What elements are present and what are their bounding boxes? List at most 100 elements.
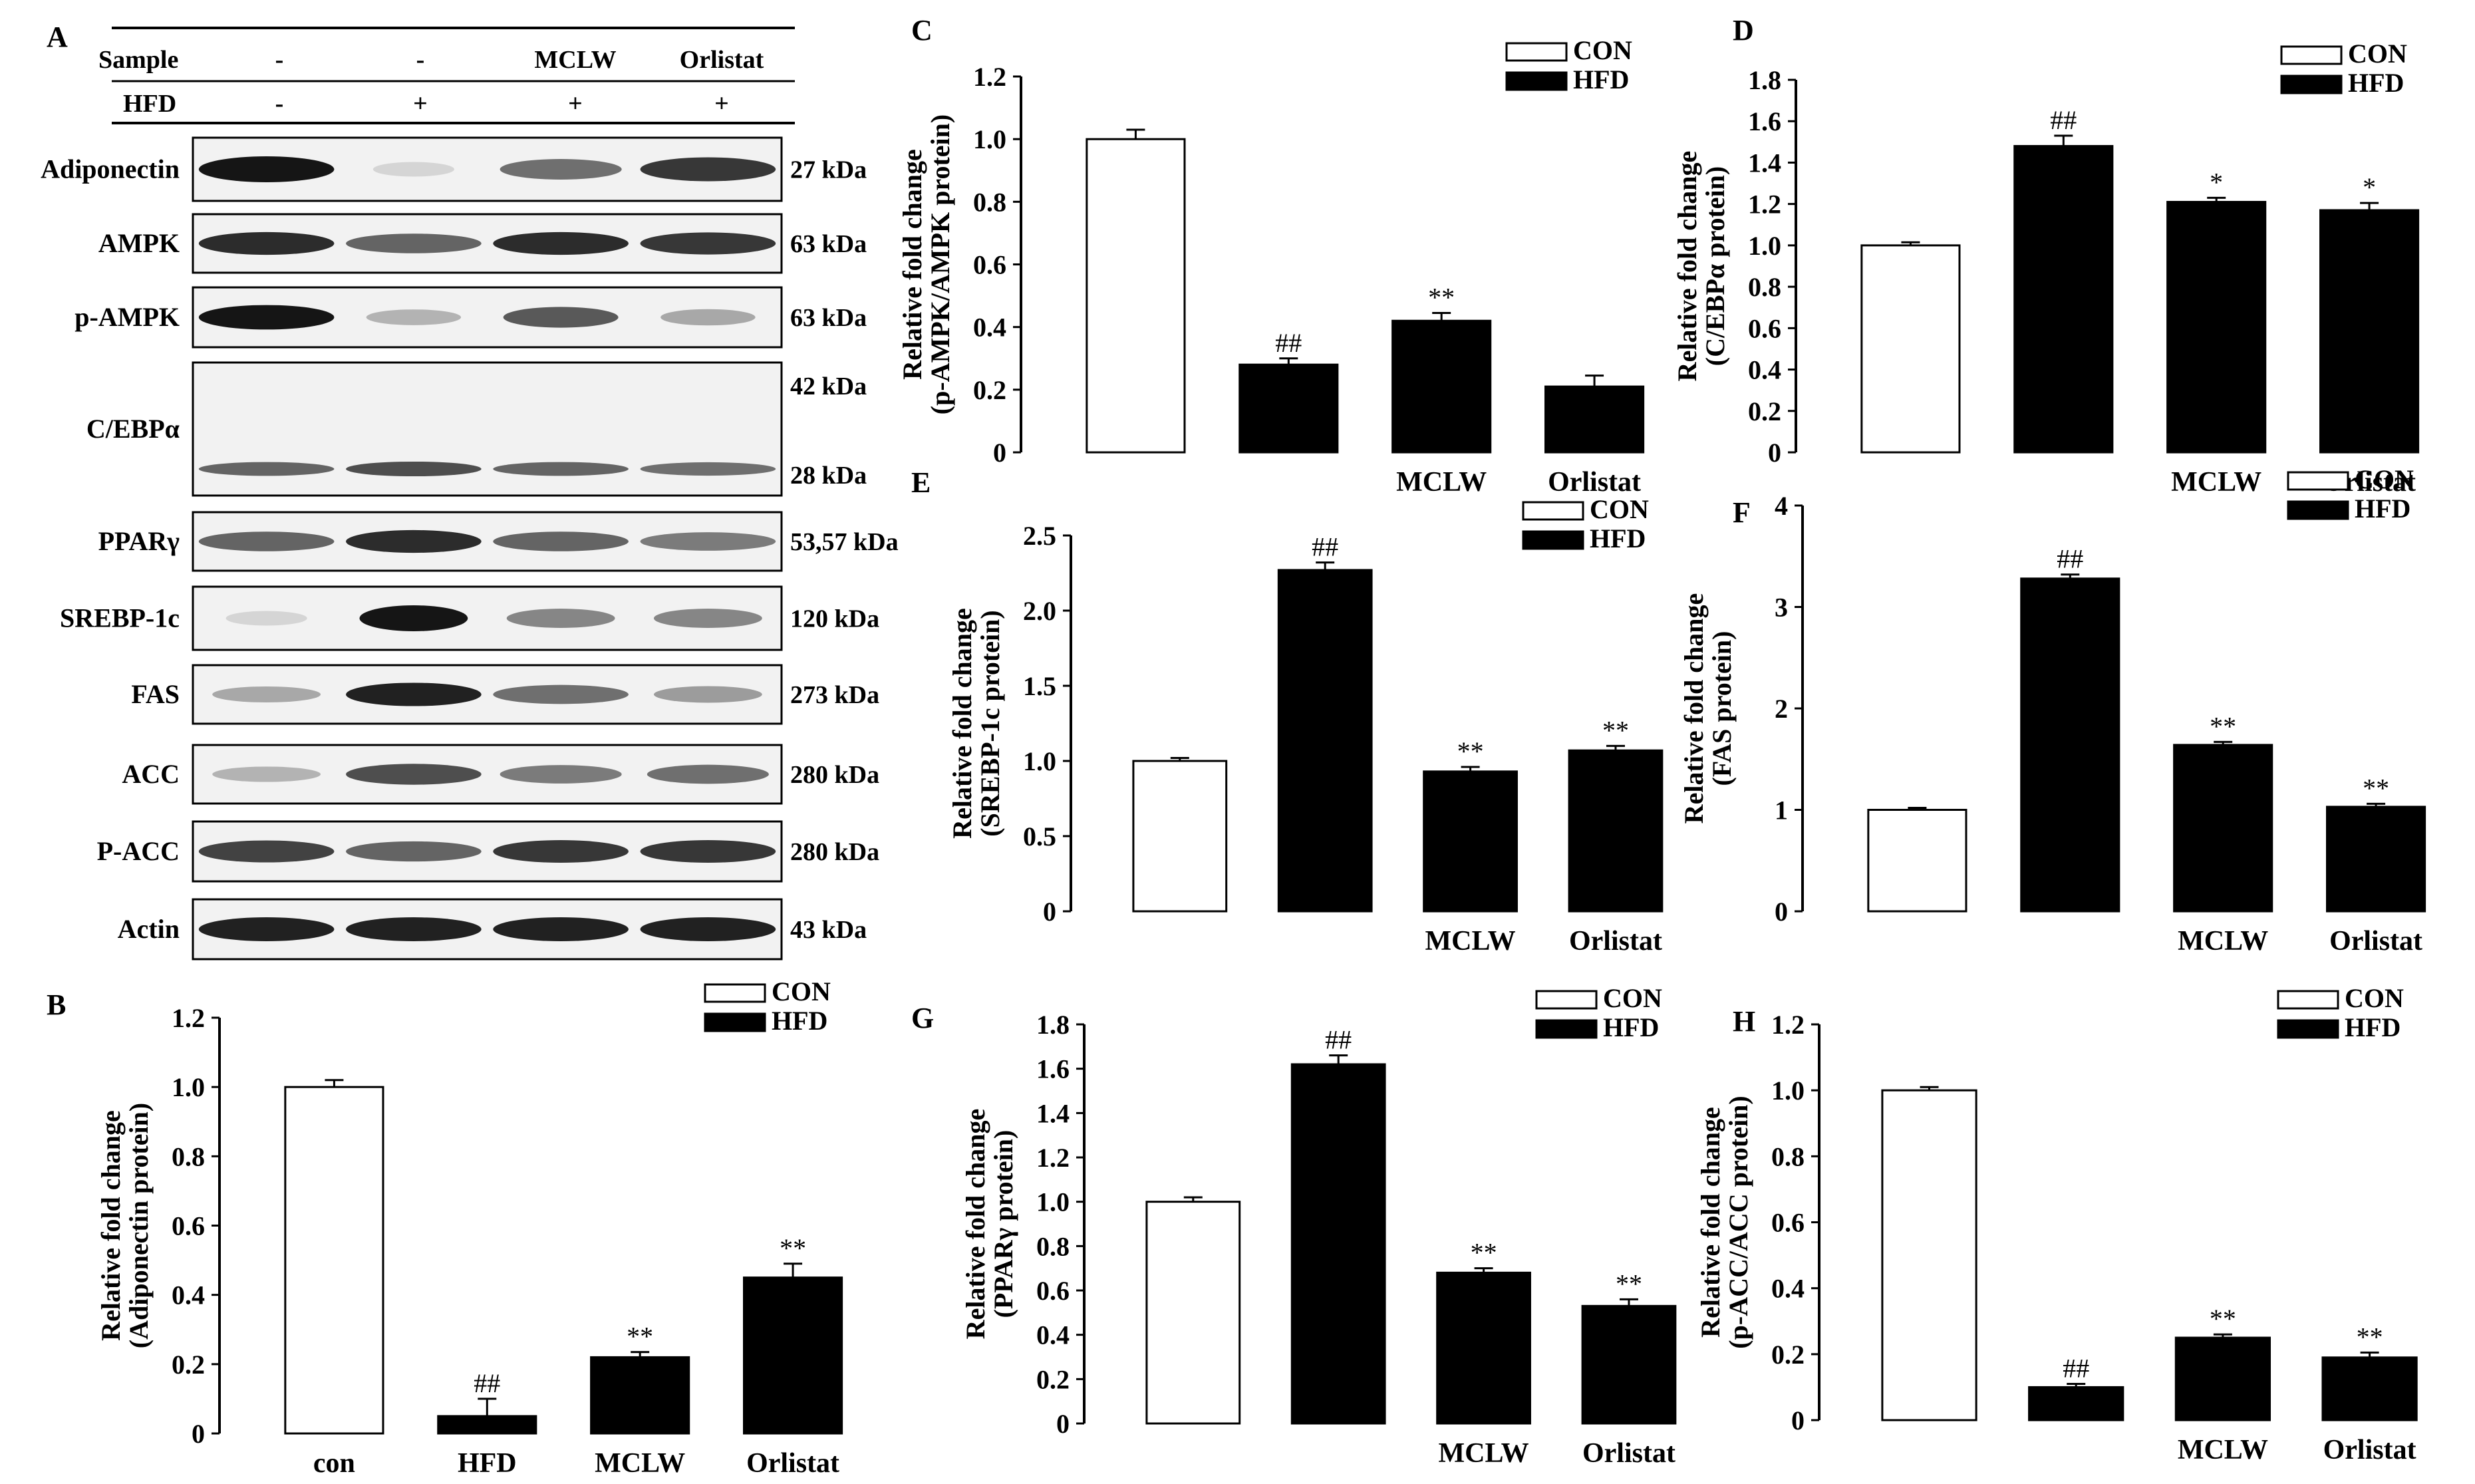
x-tick-label: Orlistat (1569, 926, 1662, 957)
bar (2321, 1356, 2418, 1421)
x-tick-label: Orlistat (1548, 467, 1641, 498)
bar (1860, 244, 1961, 454)
sample-value: - (416, 46, 425, 74)
legend-swatch-hfd (1535, 1019, 1598, 1039)
sample-value: Orlistat (680, 46, 764, 74)
bar-chart-e: E 0 0.5 1.0 1.5 2.0 2.5 Relative fold change(SR… (911, 466, 1664, 957)
bar-chart-h: H 0 0.2 0.4 0.6 0.8 1.0 1.2 Relative fold change… (1695, 983, 2418, 1465)
protein-label: p-AMPK (74, 302, 180, 332)
legend-swatch-hfd (1522, 530, 1584, 550)
y-tick-label: 1.2 (1771, 1010, 1805, 1040)
significance-mark: * (2363, 172, 2376, 202)
blot-row: Adiponectin 27 kDa (41, 136, 867, 202)
bar (2028, 1386, 2124, 1421)
kda-label: 43 kDa (790, 916, 867, 944)
hfd-value: - (275, 90, 284, 118)
blot-band (225, 611, 307, 626)
kda-label: 53,57 kDa (790, 528, 899, 556)
significance-mark: ## (1312, 532, 1338, 562)
sample-value: - (275, 46, 284, 74)
panel-letter: F (1733, 496, 1751, 529)
kda-label: 120 kDa (790, 605, 879, 633)
kda-label: 63 kDa (790, 304, 867, 332)
bar (437, 1415, 537, 1435)
y-axis-title: Relative fold change (1672, 151, 1702, 382)
blot-band (493, 839, 629, 863)
y-tick-label: 0.6 (1036, 1276, 1070, 1306)
bar (1436, 1271, 1531, 1425)
kda-label: 63 kDa (790, 230, 867, 258)
blot-band (366, 309, 462, 325)
legend-swatch-con (2287, 471, 2349, 491)
y-tick-label: 3 (1775, 593, 1788, 623)
hfd-value: + (413, 90, 428, 118)
x-tick-label: con (313, 1448, 355, 1479)
blot-row: AMPK 63 kDa (98, 213, 867, 274)
bar (1391, 319, 1492, 454)
y-tick-label: 2.5 (1023, 521, 1056, 551)
y-axis-title: Relative fold change (96, 1110, 126, 1341)
y-tick-label: 1.0 (1023, 746, 1056, 776)
bar (2174, 1336, 2271, 1421)
bar (743, 1276, 843, 1435)
x-tick-label: MCLW (1439, 1438, 1529, 1469)
panel-letter: D (1733, 14, 1754, 47)
protein-label: Adiponectin (41, 154, 180, 184)
blot-band (640, 839, 776, 863)
significance-mark: * (2210, 167, 2223, 197)
y-tick-label: 1.6 (1748, 106, 1781, 136)
legend-label: HFD (2355, 494, 2410, 523)
blot-row: PPARγ 53,57 kDa (98, 511, 899, 572)
significance-mark: ** (1457, 736, 1484, 766)
blot-row: p-AMPK 63 kDa (74, 286, 867, 349)
y-axis-title: (FAS protein) (1707, 631, 1737, 786)
blot-band (198, 305, 335, 330)
legend-label: HFD (2345, 1012, 2401, 1042)
blot-band (493, 462, 629, 476)
blot-band (346, 764, 482, 785)
panel-letter: E (911, 466, 931, 499)
x-tick-label: Orlistat (746, 1448, 839, 1479)
bar-chart-panels: B 0 0.2 0.4 0.6 0.8 1.0 1.2 Relative fold change… (47, 14, 2426, 1479)
bar (1086, 138, 1186, 454)
legend-label: CON (2345, 983, 2404, 1013)
protein-label: P-ACC (97, 836, 180, 866)
legend-label: CON (1590, 494, 1649, 524)
bar (1277, 569, 1373, 913)
legend-label: CON (1603, 983, 1662, 1013)
bar (2166, 201, 2267, 454)
bar (1568, 749, 1664, 913)
bar (1881, 1089, 1977, 1421)
blot-band (346, 841, 482, 862)
legend-swatch-con (1535, 990, 1598, 1010)
blot-band (647, 764, 769, 784)
y-tick-label: 0.4 (1748, 355, 1781, 385)
blot-band (660, 309, 756, 326)
y-tick-label: 1.0 (973, 124, 1006, 154)
panel-letter: H (1733, 1005, 1755, 1038)
blot-band (640, 532, 776, 551)
bar (1581, 1304, 1677, 1425)
y-axis-title: (SREBP-1c protein) (975, 610, 1005, 836)
y-tick-label: 1.4 (1748, 148, 1781, 178)
blot-band (198, 917, 335, 941)
y-axis-title: Relative fold change (947, 608, 977, 839)
significance-mark: ** (627, 1322, 653, 1352)
y-tick-label: 1.0 (1748, 231, 1781, 261)
x-tick-label: HFD (458, 1448, 517, 1479)
y-tick-label: 0 (192, 1419, 205, 1449)
bar-chart-c: C 0 0.2 0.4 0.6 0.8 1.0 1.2 Relative fold change… (897, 14, 1645, 498)
blot-band (653, 609, 762, 628)
sample-row-label: Sample (98, 46, 178, 74)
protein-label: FAS (131, 679, 180, 709)
hfd-row-label: HFD (123, 90, 176, 118)
y-tick-label: 0.2 (172, 1350, 205, 1380)
y-tick-label: 0.8 (973, 187, 1006, 217)
bar-chart-b: B 0 0.2 0.4 0.6 0.8 1.0 1.2 Relative fold change… (47, 976, 843, 1479)
protein-label: SREBP-1c (60, 603, 180, 633)
x-tick-label: MCLW (1425, 926, 1516, 957)
y-tick-label: 0 (1768, 438, 1781, 468)
blot-band (198, 231, 335, 255)
blot-row: P-ACC 280 kDa (97, 820, 879, 883)
y-tick-label: 0.4 (973, 313, 1006, 343)
